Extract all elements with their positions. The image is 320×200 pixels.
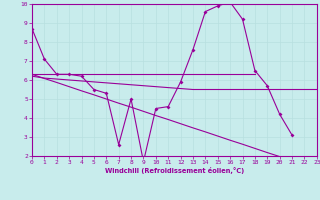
- X-axis label: Windchill (Refroidissement éolien,°C): Windchill (Refroidissement éolien,°C): [105, 167, 244, 174]
